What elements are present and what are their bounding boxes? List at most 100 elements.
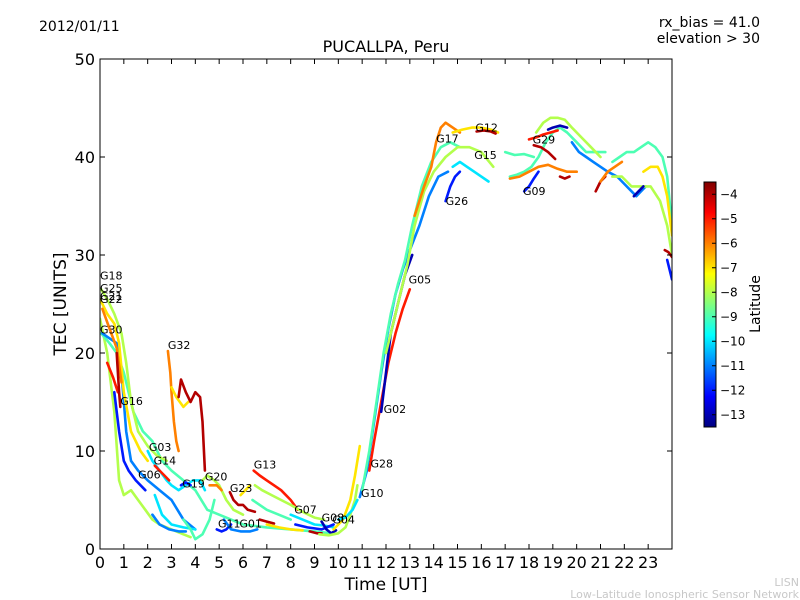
x-tick-label-7: 7 bbox=[262, 553, 272, 572]
x-tick-label-22: 22 bbox=[614, 553, 634, 572]
series-line-42 bbox=[444, 170, 462, 203]
y-tick-label-20: 20 bbox=[75, 344, 95, 363]
series-line-16 bbox=[179, 481, 192, 487]
satellite-label-g19: G19 bbox=[182, 477, 205, 490]
series-line-7 bbox=[115, 351, 122, 409]
x-tick-label-16: 16 bbox=[471, 553, 491, 572]
x-tick-label-21: 21 bbox=[590, 553, 610, 572]
chart-title: PUCALLPA, Peru bbox=[323, 37, 450, 56]
series-line-18 bbox=[201, 474, 245, 517]
series-line-5 bbox=[101, 307, 123, 384]
series-line-27 bbox=[258, 518, 276, 525]
series-line-31 bbox=[320, 520, 338, 535]
colorbar-tick-label-12: −12 bbox=[720, 383, 745, 397]
series-line-51 bbox=[534, 116, 602, 159]
series-line-6 bbox=[105, 361, 120, 394]
series-line-49 bbox=[508, 163, 579, 180]
series-line-44 bbox=[451, 126, 500, 134]
colorbar-tick-label-9: −9 bbox=[720, 310, 738, 324]
series-line-52 bbox=[546, 124, 569, 131]
series-line-34 bbox=[332, 444, 362, 531]
series-line-63 bbox=[665, 258, 672, 281]
x-tick-label-0: 0 bbox=[95, 553, 105, 572]
x-tick-label-2: 2 bbox=[143, 553, 153, 572]
x-tick-label-11: 11 bbox=[352, 553, 372, 572]
series-line-17 bbox=[182, 498, 216, 541]
x-tick-label-12: 12 bbox=[376, 553, 396, 572]
satellite-label-g12: G12 bbox=[475, 122, 498, 135]
x-tick-label-3: 3 bbox=[166, 553, 176, 572]
y-tick-label-30: 30 bbox=[75, 246, 95, 265]
series-line-43 bbox=[451, 160, 490, 183]
x-tick-label-6: 6 bbox=[238, 553, 248, 572]
x-tick-label-1: 1 bbox=[119, 553, 129, 572]
satellite-label-g26: G26 bbox=[446, 195, 469, 208]
series-line-14 bbox=[153, 493, 197, 531]
satellite-label-g08: G08 bbox=[322, 512, 345, 525]
series-line-11 bbox=[177, 378, 207, 472]
y-axis: 0 10 20 30 40 50 bbox=[75, 50, 672, 559]
series-line-1 bbox=[100, 332, 333, 535]
satellite-label-g11: G11 bbox=[218, 517, 241, 530]
series-line-19 bbox=[208, 483, 223, 492]
satellite-label-g06: G06 bbox=[138, 468, 161, 481]
x-tick-label-20: 20 bbox=[566, 553, 586, 572]
series-line-23 bbox=[253, 483, 326, 521]
y-tick-label-40: 40 bbox=[75, 148, 95, 167]
plot-frame bbox=[99, 58, 673, 550]
x-tick-label-8: 8 bbox=[286, 553, 296, 572]
colorbar-ticks: −4 −5 −6 −7 −8 −9 −10 −11 −12 −13 bbox=[712, 187, 745, 422]
satellite-label-g29: G29 bbox=[533, 133, 556, 146]
satellite-label-g15: G15 bbox=[474, 149, 497, 162]
satellite-label-g22: G22 bbox=[100, 293, 123, 306]
satellite-label-g23: G23 bbox=[230, 482, 253, 495]
satellite-label-layer: G18G25G21G22G30G32G16G03G14G06G19G20G23G… bbox=[100, 122, 555, 531]
x-tick-label-19: 19 bbox=[543, 553, 563, 572]
y-axis-label: TEC [UNITS] bbox=[51, 252, 71, 356]
series-line-46 bbox=[503, 150, 536, 159]
series-line-47 bbox=[522, 170, 540, 193]
series-line-9 bbox=[166, 349, 180, 453]
x-tick-label-13: 13 bbox=[400, 553, 420, 572]
satellite-label-g18: G18 bbox=[100, 270, 123, 283]
satellite-label-g01: G01 bbox=[239, 517, 262, 530]
series-line-58 bbox=[611, 141, 672, 227]
colorbar-tick-label-5: −5 bbox=[720, 212, 738, 226]
series-line-45 bbox=[475, 129, 497, 135]
series-line-30 bbox=[294, 523, 335, 531]
x-tick-label-18: 18 bbox=[519, 553, 539, 572]
satellite-label-g30: G30 bbox=[100, 323, 123, 336]
series-line-24 bbox=[251, 498, 293, 521]
series-line-15 bbox=[153, 464, 171, 482]
rx-bias-label: rx_bias = 41.0 bbox=[659, 15, 760, 31]
colorbar-label: Latitude bbox=[748, 275, 764, 333]
series-line-20 bbox=[228, 490, 257, 514]
series-line-57 bbox=[599, 160, 624, 183]
colorbar-tick-label-10: −10 bbox=[720, 334, 745, 348]
satellite-label-g03: G03 bbox=[149, 441, 172, 454]
colorbar-tick-label-11: −11 bbox=[720, 359, 745, 373]
series-line-59 bbox=[611, 175, 672, 257]
series-line-37 bbox=[360, 141, 462, 492]
x-axis: 0 1 2 3 4 5 6 7 8 9 10 11 12 13 14 15 16 17 18 19 20 21 22 23 bbox=[95, 59, 658, 572]
satellite-label-g16: G16 bbox=[120, 395, 143, 408]
series-line-55 bbox=[570, 141, 648, 198]
satellite-label-g25: G25 bbox=[100, 282, 123, 295]
x-tick-label-15: 15 bbox=[447, 553, 467, 572]
satellite-label-g13: G13 bbox=[254, 459, 277, 472]
series-line-60 bbox=[642, 165, 672, 237]
series-line-3 bbox=[113, 390, 147, 492]
satellite-label-g21: G21 bbox=[100, 290, 123, 303]
series-line-41 bbox=[413, 121, 462, 218]
date-label: 2012/01/11 bbox=[39, 19, 120, 35]
series-line-54 bbox=[558, 175, 571, 180]
x-tick-label-23: 23 bbox=[638, 553, 658, 572]
colorbar-tick-label-4: −4 bbox=[720, 187, 738, 201]
colorbar-tick-label-13: −13 bbox=[720, 408, 745, 422]
x-tick-label-5: 5 bbox=[214, 553, 224, 572]
series-line-22 bbox=[252, 469, 300, 512]
series-line-33 bbox=[317, 483, 359, 537]
x-tick-label-4: 4 bbox=[190, 553, 200, 572]
series-line-21 bbox=[239, 483, 252, 497]
